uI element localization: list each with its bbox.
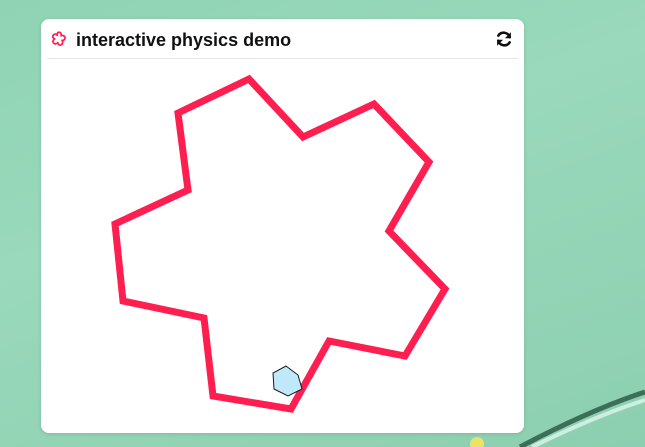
background-curve-light xyxy=(531,398,645,447)
flower-icon xyxy=(51,31,66,46)
header-divider xyxy=(47,58,518,59)
background-curve xyxy=(518,389,645,447)
physics-canvas[interactable] xyxy=(41,19,524,433)
window-title: interactive physics demo xyxy=(76,30,292,50)
window-header: interactive physics demo xyxy=(41,19,524,59)
star-container xyxy=(111,74,450,413)
pentagon-body[interactable] xyxy=(272,365,303,397)
background-dot xyxy=(470,437,484,447)
refresh-icon[interactable] xyxy=(494,29,514,49)
physics-demo-window: interactive physics demo xyxy=(41,19,524,433)
